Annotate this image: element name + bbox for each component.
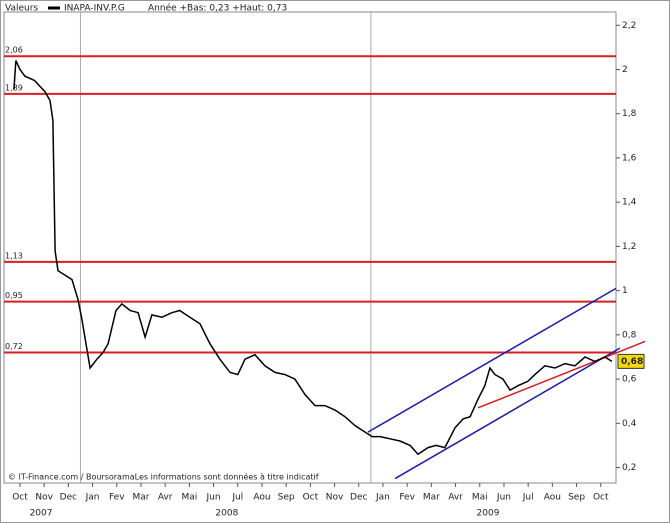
x-tick-label: Oct [303,493,319,503]
x-tick-label: Sep [568,493,585,503]
x-tick-label: Jun [496,493,511,503]
y-tick-label: 1,8 [622,109,637,119]
source: © IT-Finance.com / BoursoramaLes informa… [8,472,319,482]
price-line [13,60,613,456]
last-label: 0,68 [621,357,643,367]
x-tick-label: Oct [12,493,28,503]
x-tick-label: Mar [423,493,440,503]
y-tick-label: 1 [622,286,628,296]
x-tick-label: Oct [593,493,609,503]
y-tick-label: 0,8 [622,330,637,340]
x-tick-label: Nov [326,493,344,503]
x-tick-label: Aou [544,493,561,503]
x-tick-label: Jan [375,493,390,503]
x-tick-label: Dec [60,493,77,503]
y-tick-label: 1,6 [622,153,637,163]
annotation: Année +Bas: 0,23 +Haut: 0,73 [148,3,287,14]
y-tick-label: 2,2 [622,21,636,31]
level-label: 0,72 [5,342,23,351]
x-tick-label: Mai [181,493,197,503]
trend-line [394,347,621,480]
y-tick-label: 1,2 [622,242,636,252]
x-tick-label: Mar [132,493,149,503]
trend-line [477,340,646,409]
level-label: 2,06 [5,46,23,55]
x-tick-label: Avr [158,493,173,503]
y-tick-label: 2 [622,65,628,75]
year-label: 2008 [215,509,238,519]
x-tick-label: Jul [522,493,534,503]
last-badge [617,353,645,369]
x-tick-label: Aou [253,493,270,503]
year-label: 2007 [30,509,53,519]
x-tick-label: Jun [206,493,221,503]
trend-line [367,287,617,433]
x-tick-label: Sep [278,493,295,503]
y-tick-label: 0,6 [622,375,637,385]
x-tick-label: Nov [35,493,53,503]
x-tick-label: Jul [231,493,243,503]
level-label: 1,13 [5,251,23,260]
x-tick-label: Jan [85,493,100,503]
year-label: 2009 [477,509,500,519]
y-tick-label: 0,4 [622,419,637,429]
plot-area [3,11,617,484]
x-tick-label: Avr [448,493,463,503]
x-tick-label: Mai [472,493,488,503]
x-tick-label: Fev [399,493,415,503]
header-label: Valeurs [5,4,38,14]
legend-label: INAPA-INV.P.G [64,4,125,14]
y-tick-label: 1,4 [622,198,637,208]
y-tick-label: 0,2 [622,463,636,473]
x-tick-label: Fev [109,493,125,503]
level-label: 0,95 [5,291,23,300]
x-tick-label: Dec [350,493,367,503]
